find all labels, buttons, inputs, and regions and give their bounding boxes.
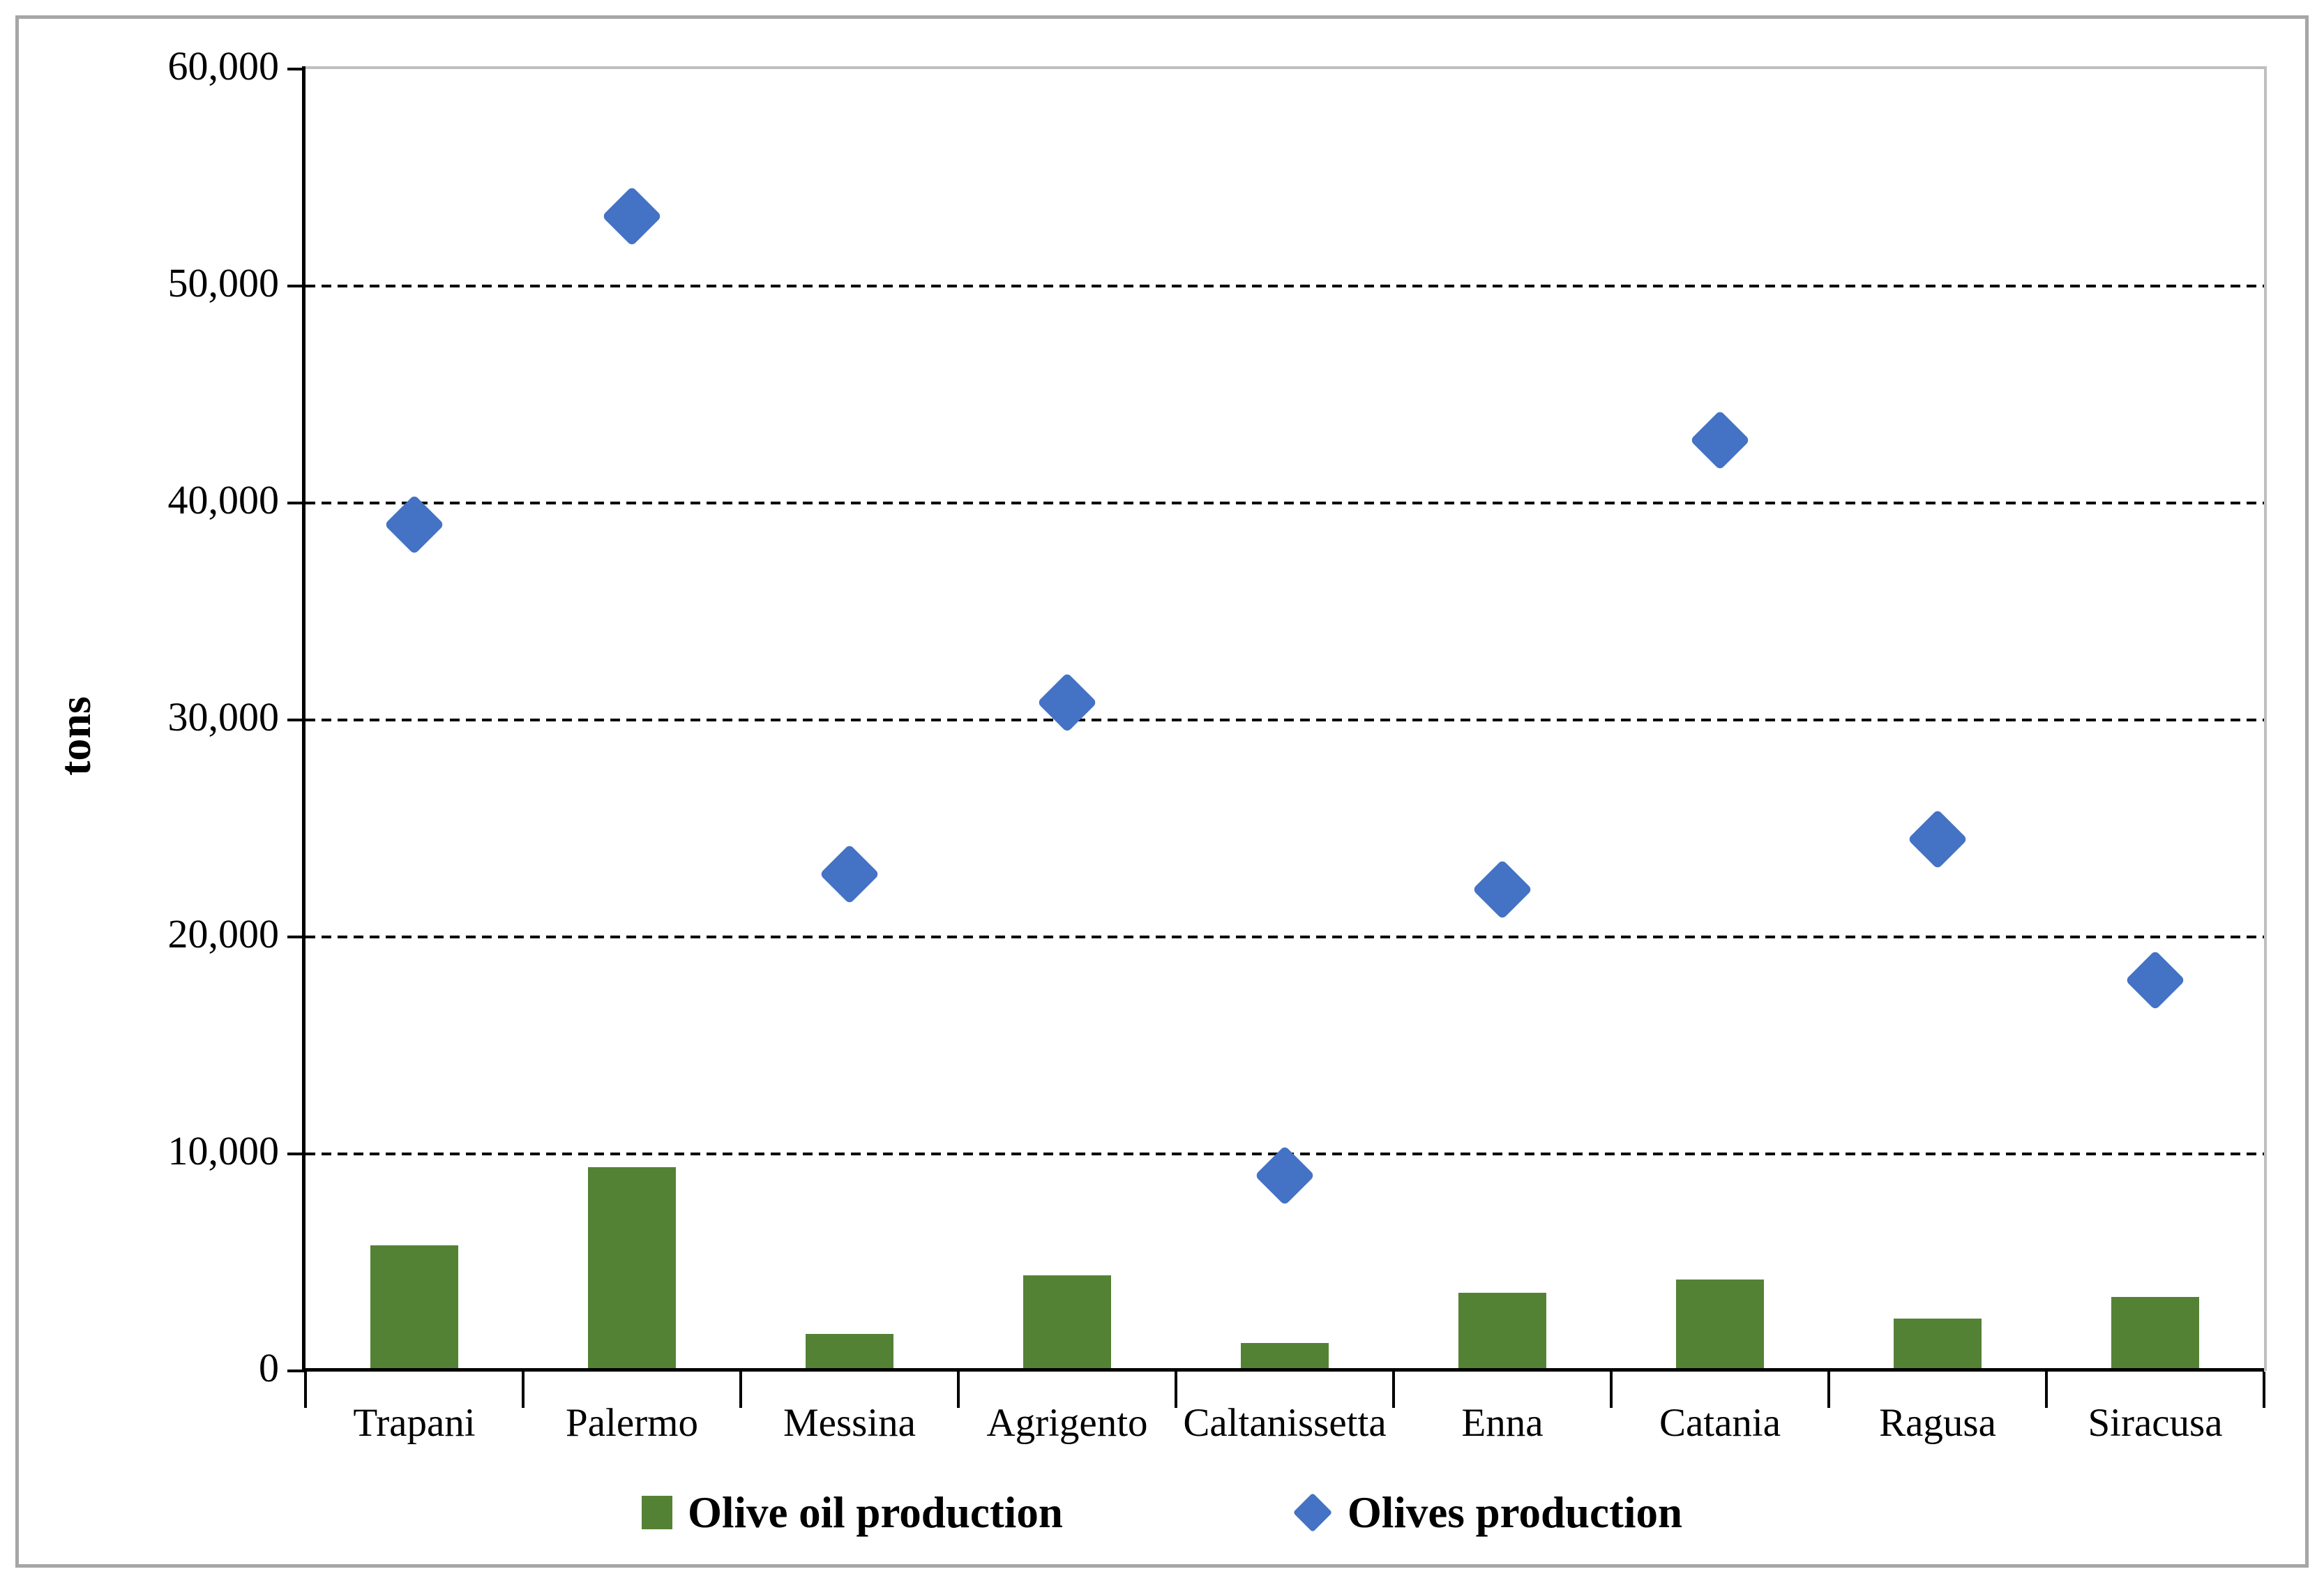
x-tick-7 xyxy=(1827,1372,1830,1408)
x-tick-4 xyxy=(1175,1372,1177,1408)
bar-trapani xyxy=(370,1245,458,1371)
y-tick-label-20000: 20,000 xyxy=(167,911,280,956)
x-label-messina: Messina xyxy=(783,1401,916,1445)
x-tick-2 xyxy=(739,1372,742,1408)
y-tick-60000 xyxy=(287,68,305,70)
x-label-enna: Enna xyxy=(1461,1401,1544,1445)
diamond-ragusa xyxy=(1907,809,1968,870)
bar-messina xyxy=(806,1334,893,1371)
legend: Olive oil production Olives production xyxy=(0,1471,2324,1554)
diamond-palermo xyxy=(601,186,663,247)
x-axis-ticks xyxy=(304,1372,2265,1408)
gridline-30000 xyxy=(305,719,2264,721)
x-tick-9 xyxy=(2263,1372,2265,1408)
diamond-enna xyxy=(1472,859,1533,920)
x-label-agrigento: Agrigento xyxy=(986,1401,1148,1445)
x-label-trapani: Trapani xyxy=(353,1401,476,1445)
bar-caltanissetta xyxy=(1241,1342,1329,1371)
x-label-catania: Catania xyxy=(1659,1401,1781,1445)
y-tick-label-50000: 50,000 xyxy=(167,260,280,306)
y-tick-40000 xyxy=(287,502,305,504)
diamond-messina xyxy=(819,843,880,904)
legend-item-olives: Olives production xyxy=(1292,1487,1683,1538)
bar-catania xyxy=(1676,1280,1764,1371)
diamond-catania xyxy=(1689,410,1751,470)
y-tick-label-30000: 30,000 xyxy=(167,694,280,740)
bar-enna xyxy=(1458,1293,1546,1371)
y-tick-0 xyxy=(287,1370,305,1372)
bar-ragusa xyxy=(1894,1319,1982,1371)
x-label-siracusa: Siracusa xyxy=(2088,1401,2223,1445)
y-tick-label-0: 0 xyxy=(259,1345,279,1390)
y-axis-line xyxy=(302,66,305,1372)
y-tick-10000 xyxy=(287,1153,305,1155)
y-tick-label-40000: 40,000 xyxy=(167,477,280,523)
x-label-palermo: Palermo xyxy=(566,1401,698,1445)
bar-swatch-icon xyxy=(641,1496,672,1529)
gridline-20000 xyxy=(305,936,2264,938)
x-tick-6 xyxy=(1610,1372,1613,1408)
x-axis-tick-labels: Trapani Palermo Messina Agrigento Caltanisse… xyxy=(305,1395,2264,1458)
legend-item-olive-oil: Olive oil production xyxy=(641,1487,1063,1538)
x-tick-8 xyxy=(2045,1372,2048,1408)
x-tick-5 xyxy=(1392,1372,1395,1408)
y-tick-50000 xyxy=(287,285,305,287)
plot-area xyxy=(287,66,2267,1372)
x-tick-1 xyxy=(522,1372,525,1408)
y-tick-label-10000: 10,000 xyxy=(167,1128,280,1173)
legend-label-olives: Olives production xyxy=(1347,1487,1683,1537)
gridline-40000 xyxy=(305,502,2264,504)
y-tick-30000 xyxy=(287,719,305,721)
x-axis-line xyxy=(302,1368,2264,1372)
gridline-50000 xyxy=(305,285,2264,287)
x-label-caltanissetta: Caltanissetta xyxy=(1183,1401,1387,1445)
y-tick-label-60000: 60,000 xyxy=(167,43,280,89)
diamond-siracusa xyxy=(2125,950,2186,1011)
diamond-marker-icon xyxy=(1292,1492,1333,1533)
diamond-agrigento xyxy=(1036,672,1098,733)
bar-siracusa xyxy=(2111,1297,2199,1371)
x-tick-0 xyxy=(304,1372,307,1408)
bar-palermo xyxy=(588,1166,676,1371)
bar-agrigento xyxy=(1023,1275,1111,1371)
y-tick-20000 xyxy=(287,936,305,938)
legend-label-olive-oil: Olive oil production xyxy=(687,1487,1063,1537)
x-tick-3 xyxy=(957,1372,960,1408)
x-label-ragusa: Ragusa xyxy=(1879,1401,1996,1445)
